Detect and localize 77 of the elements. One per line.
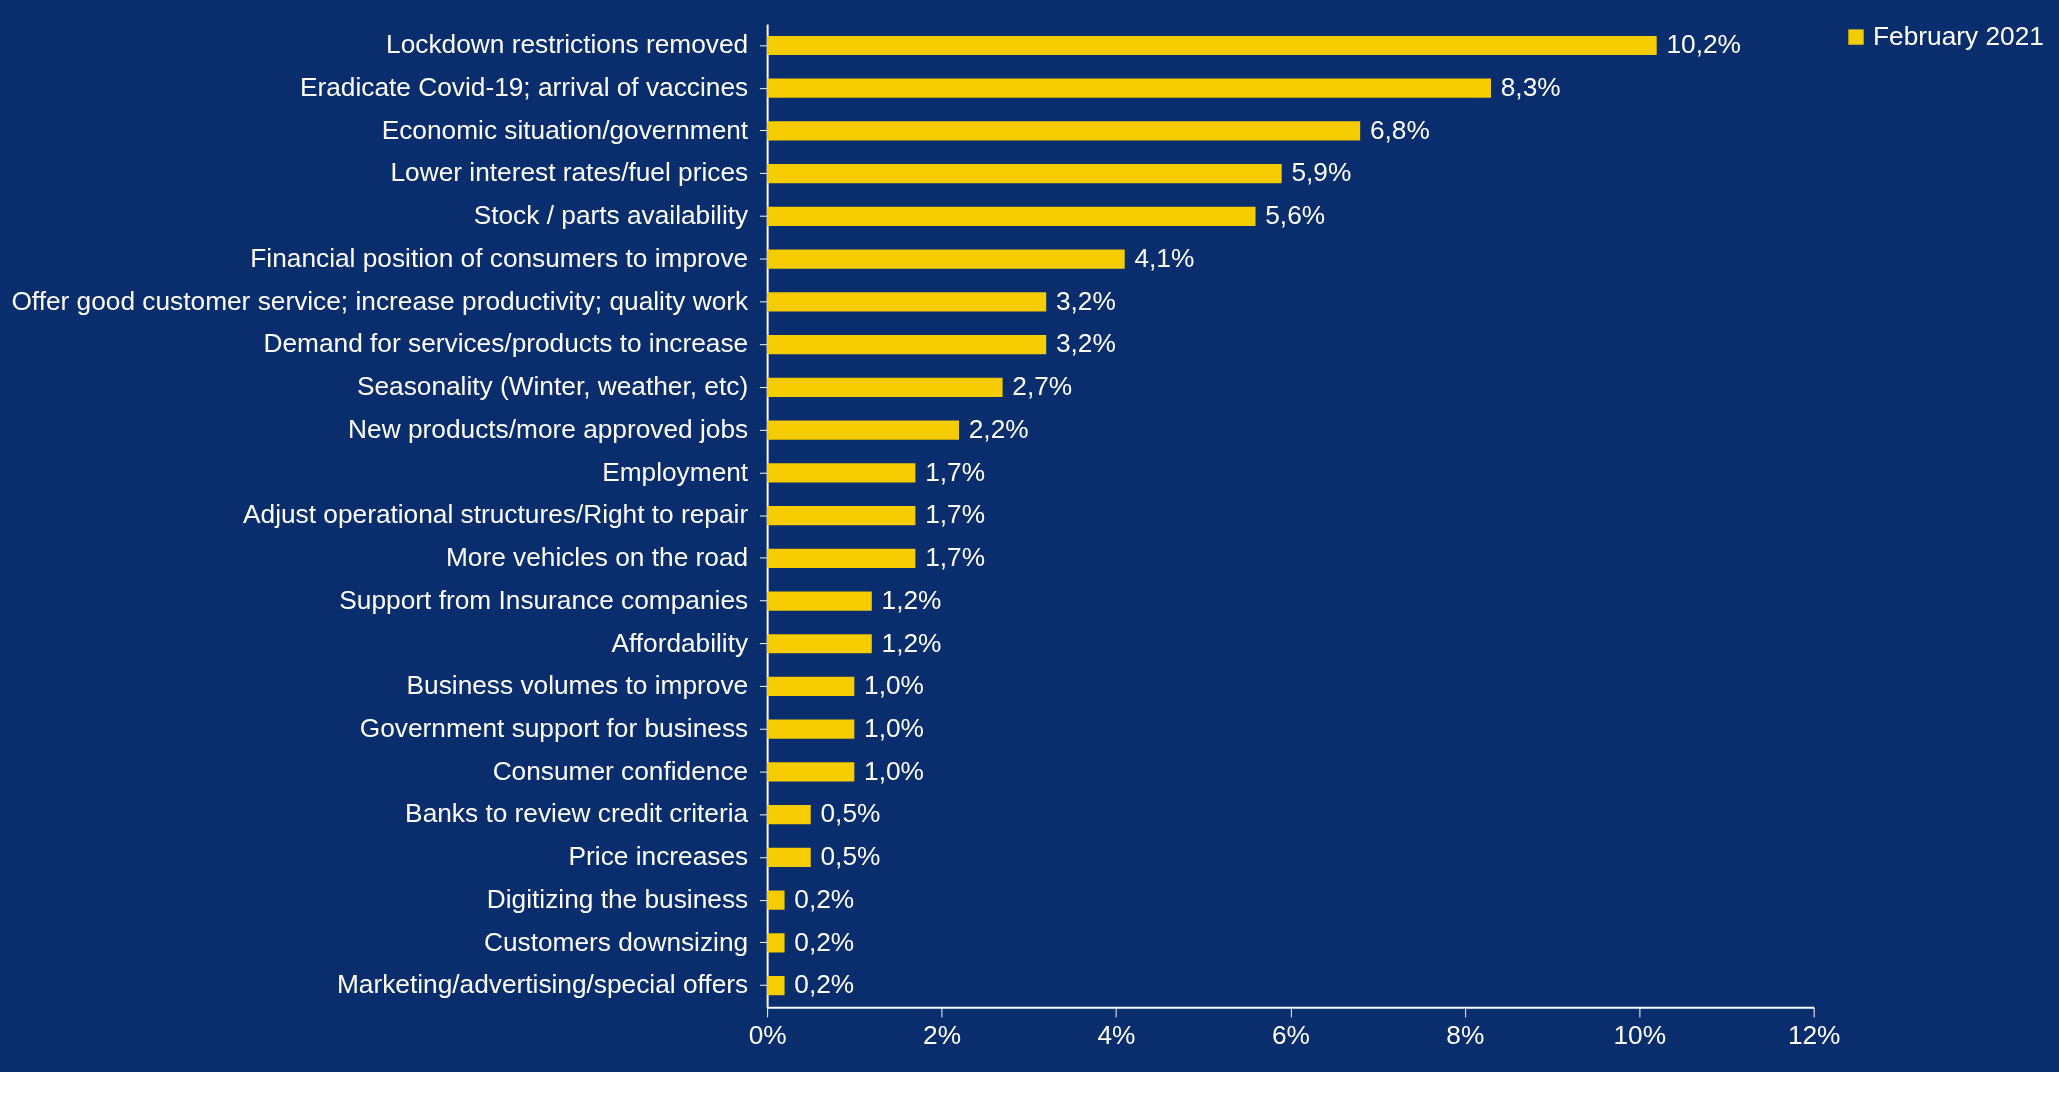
y-tick-label: Banks to review credit criteria [405,798,749,829]
bar [767,292,1047,312]
data-label: 1,2% [881,627,942,658]
y-tick-label: Affordability [611,627,750,658]
bar [767,121,1361,141]
y-tick-label: Customers downsizing [483,926,749,957]
x-tick-label: 2% [923,1019,962,1050]
x-tick-label: 12% [1787,1019,1841,1050]
data-label: 1,7% [925,542,986,573]
bar [767,975,785,996]
x-tick-label: 6% [1271,1019,1310,1050]
bar [767,634,872,654]
y-tick-label: More vehicles on the road [445,542,749,573]
bar [767,762,855,782]
bar [767,249,1125,269]
data-label: 2,2% [968,413,1029,444]
bar [767,591,872,611]
data-label: 4,1% [1134,242,1195,273]
y-tick-label: Employment [602,456,749,487]
bar [767,463,916,483]
bar [767,548,916,568]
data-label: 5,6% [1265,200,1326,231]
bar [767,335,1047,355]
data-label: 2,7% [1012,371,1073,402]
x-tick-label: 0% [748,1019,787,1050]
data-label: 5,9% [1291,157,1352,188]
y-tick-label: Offer good customer service; increase productivity; quality work [11,285,749,316]
data-label: 3,2% [1055,285,1116,316]
data-label: 10,2% [1666,29,1741,60]
bar [767,420,959,440]
y-tick-label: Demand for services/products to increase [263,328,749,359]
y-tick-label: Lockdown restrictions removed [386,29,749,60]
data-label: 1,7% [925,499,986,530]
y-tick-label: Price increases [568,841,749,872]
bar [767,890,785,910]
bar [767,164,1282,184]
data-label: 8,3% [1500,72,1561,103]
data-label: 6,8% [1369,114,1430,145]
y-tick-label: Marketing/advertising/special offers [336,969,749,1000]
y-tick-label: Support from Insurance companies [339,584,749,615]
y-tick-label: New products/more approved jobs [348,413,749,444]
data-label: 1,7% [925,456,986,487]
y-tick-label: Adjust operational structures/Right to repair [243,499,749,530]
y-tick-label: Eradicate Covid-19; arrival of vaccines [299,72,749,103]
x-tick-label: 4% [1097,1019,1136,1050]
data-label: 0,2% [794,883,855,914]
bar [767,805,811,825]
y-tick-label: Lower interest rates/fuel prices [390,157,749,188]
data-label: 0,5% [820,841,881,872]
data-label: 1,0% [864,713,924,743]
data-label: 0,2% [794,969,855,1000]
y-tick-label: Seasonality (Winter, weather, etc) [356,371,749,402]
bar [767,847,811,868]
bar [767,377,1003,397]
data-label: 1,0% [864,755,924,786]
data-label: 1,2% [881,584,942,615]
x-tick-label: 8% [1446,1019,1485,1050]
bar [767,933,785,953]
y-tick-label: Digitizing the business [486,883,749,914]
y-tick-label: Consumer confidence [492,755,749,786]
y-tick-label: Stock / parts availability [473,200,750,231]
data-label: 0,2% [794,926,855,957]
bar [767,719,855,739]
bar [767,676,855,697]
data-label: 1,0% [864,670,924,701]
x-tick-label: 10% [1613,1019,1667,1050]
y-tick-label: Government support for business [359,713,749,743]
y-tick-label: Financial position of consumers to improve [250,242,749,273]
legend-label: February 2021 [1873,20,2044,51]
data-label: 3,2% [1055,328,1116,359]
bar [767,35,1657,56]
data-label: 0,5% [820,798,881,829]
bar [767,505,916,526]
y-tick-label: Business volumes to improve [406,670,749,701]
bar [767,78,1491,98]
bar [767,206,1256,227]
y-tick-label: Economic situation/government [381,114,749,145]
